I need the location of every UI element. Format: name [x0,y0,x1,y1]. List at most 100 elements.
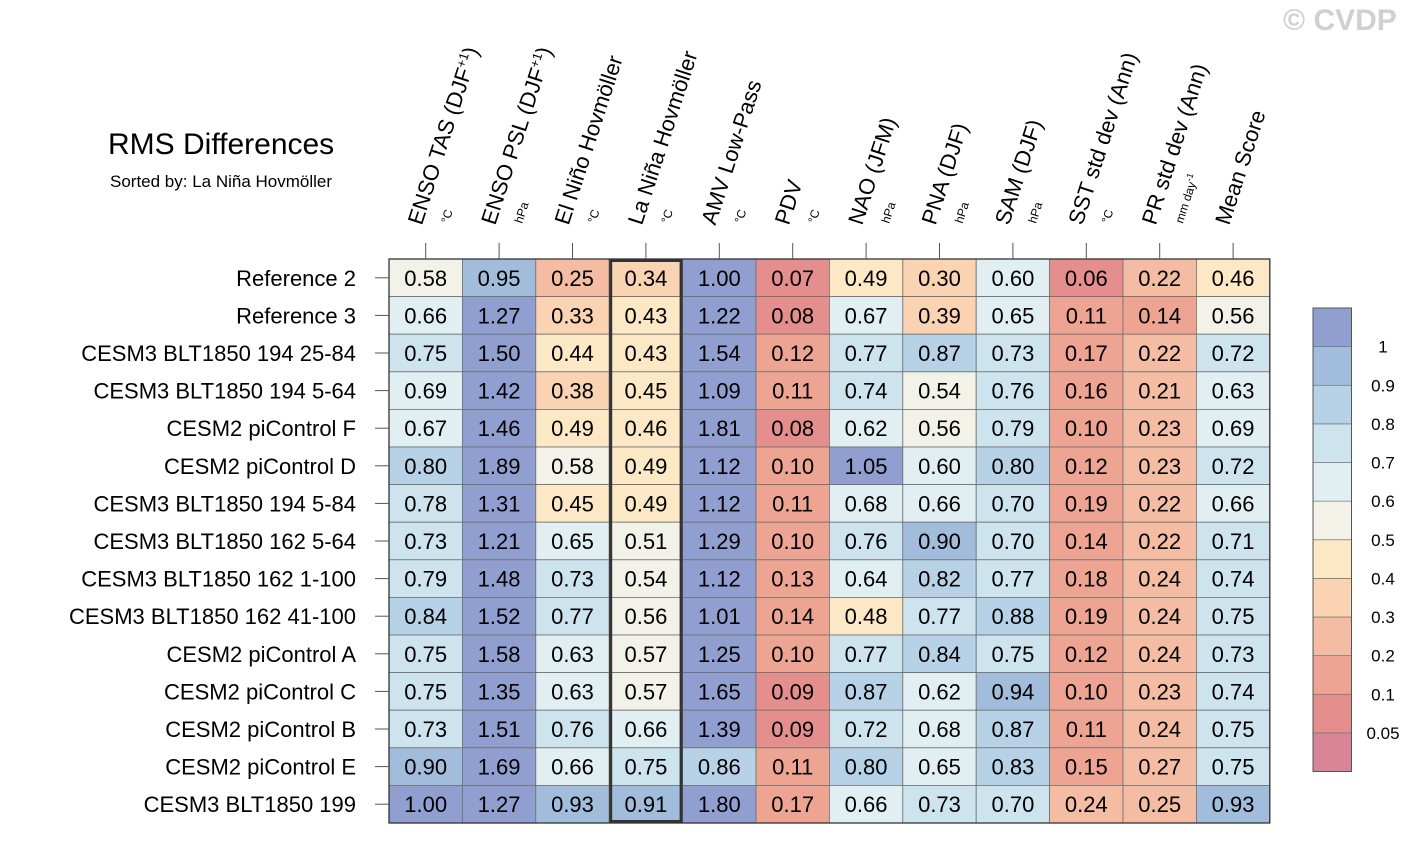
cell-value-label: 0.23 [1138,454,1181,479]
heatmap-cell [902,408,977,448]
cell-value-label: 0.22 [1138,341,1181,366]
cell-value-label: 0.33 [551,303,594,328]
cell-value-label: 0.71 [1212,529,1255,554]
cell-value-label: 0.09 [771,717,814,742]
heatmap-cell [975,296,1051,335]
heatmap-cell [388,333,463,373]
column-label: ENSO PSL (DJF+1) [476,44,557,228]
cell-value-label: 0.17 [771,792,814,817]
cell-value-label: 0.75 [1212,755,1255,780]
heatmap-cell [682,521,757,561]
heatmap-cell [829,634,904,673]
cell-value-label: 0.74 [845,379,888,404]
cell-value-label: 0.45 [551,491,594,516]
chart-title: RMS Differences [108,128,335,161]
row-label: CESM3 BLT1850 194 5-84 [93,491,356,516]
heatmap-cell [1196,559,1271,598]
heatmap-cell [975,785,1051,824]
column-label: SST std dev (Ann) [1063,49,1142,227]
heatmap-cell [1196,484,1271,523]
cell-value-label: 0.44 [551,341,594,366]
cell-value-label: 1.35 [478,679,521,704]
cell-value-label: 0.15 [1065,755,1108,780]
cell-value-label: 0.24 [1138,567,1181,592]
cell-value-label: 0.66 [404,303,447,328]
cell-value-label: 0.43 [624,303,667,328]
cell-value-label: 0.95 [478,266,521,291]
row-label: CESM2 piControl B [165,717,356,742]
heatmap-cell [535,597,610,636]
heatmap-cell [682,408,757,448]
heatmap-cell [1122,258,1197,297]
heatmap-cell [975,521,1051,561]
cell-value-label: 0.19 [1065,491,1108,516]
cell-value-label: 0.75 [991,642,1034,667]
row-label: CESM2 piControl E [165,755,356,780]
cell-value-label: 1.48 [478,567,521,592]
cell-value-label: 0.90 [918,529,961,554]
cell-value-label: 0.67 [404,416,447,441]
cell-value-label: 0.11 [1066,717,1107,742]
cell-value-label: 0.83 [991,755,1034,780]
cell-value-label: 1.01 [698,604,741,629]
row-label: Reference 2 [236,266,356,291]
colorbar-border [1312,307,1352,772]
heatmap-cell [1049,521,1124,561]
heatmap-cell [682,597,757,636]
heatmap-cell [682,484,757,523]
heatmap-cell [608,785,684,824]
cell-value-label: 1.22 [698,303,741,328]
cell-value-label: 1.25 [698,642,741,667]
heatmap-cell [1122,709,1197,749]
cell-value-label: 1.42 [478,379,521,404]
cell-value-label: 0.77 [991,567,1034,592]
heatmap-cell [388,371,463,410]
cell-value-label: 0.68 [918,717,961,742]
cell-value-label: 0.38 [551,379,594,404]
cell-value-label: 0.10 [771,642,814,667]
heatmap-cell [1049,634,1124,673]
cell-value-label: 0.70 [991,529,1034,554]
row-label: CESM2 piControl D [164,454,356,479]
cell-value-label: 0.14 [1065,529,1108,554]
heatmap-cell [608,747,684,786]
row-label: CESM2 piControl F [166,416,356,441]
heatmap-cell [608,597,684,636]
heatmap-cell [1049,408,1124,448]
cell-value-label: 0.19 [1065,604,1108,629]
cell-value-label: 0.76 [551,717,594,742]
heatmap-cell [388,559,463,598]
heatmap-cell [608,446,684,485]
heatmap-cell [535,559,610,598]
heatmap-cell [1196,672,1271,711]
heatmap-cell [755,559,830,598]
cell-value-label: 0.80 [991,454,1034,479]
heatmap-cell [902,785,977,824]
colorbar-swatch [1312,462,1352,502]
heatmap-cell [829,747,904,786]
row-label: CESM3 BLT1850 199 [144,792,356,817]
cell-value-label: 1.27 [478,792,521,817]
heatmap-cell [1049,446,1124,485]
heatmap-cell [1049,597,1124,636]
cell-value-label: 0.60 [991,266,1034,291]
cell-value-label: 0.66 [845,792,888,817]
cell-value-label: 0.24 [1065,792,1108,817]
heatmap-cell [755,634,830,673]
heatmap-cell [755,296,830,335]
cell-value-label: 1.54 [698,341,741,366]
cell-value-label: 0.74 [1212,567,1255,592]
cell-value-label: 0.10 [771,454,814,479]
cell-value-label: 0.58 [551,454,594,479]
heatmap-cell [461,709,537,749]
heatmap-cell [1196,747,1271,786]
cell-value-label: 1.51 [478,717,521,742]
cell-value-label: 0.88 [991,604,1034,629]
heatmap-cell [902,634,977,673]
heatmap-cell [535,634,610,673]
cell-value-label: 0.80 [845,755,888,780]
heatmap-cell [829,446,904,485]
colorbar-swatch [1312,732,1352,772]
heatmap-cell [461,371,537,410]
colorbar-tick-label: 0.3 [1371,608,1395,627]
